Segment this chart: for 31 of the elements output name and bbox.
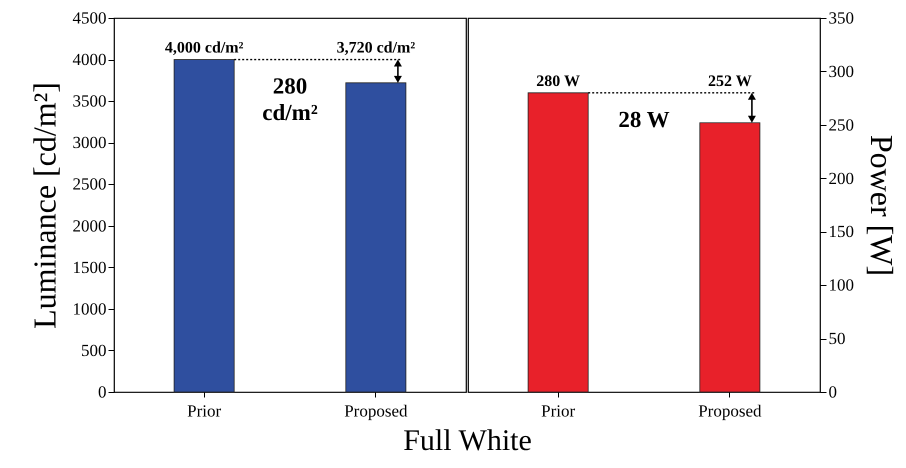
y-tick-label: 1000 bbox=[72, 299, 106, 318]
y2-tick-label: 200 bbox=[828, 168, 854, 188]
y-tick-label: 2000 bbox=[72, 216, 106, 236]
y2-tick-label: 250 bbox=[828, 115, 854, 134]
y-tick-label: 1500 bbox=[72, 258, 106, 277]
y-tick-label: 2500 bbox=[72, 174, 106, 194]
annotation: 28 W bbox=[618, 106, 670, 132]
x-tick-label: Prior bbox=[541, 402, 576, 420]
annotation: 280 cd/m² bbox=[262, 74, 318, 126]
y2-tick-label: 50 bbox=[828, 329, 846, 348]
y-tick-label: 4500 bbox=[72, 8, 106, 28]
y2-axis-title: Power [W] bbox=[864, 134, 900, 276]
y-axis-title: Luminance [cd/m²] bbox=[26, 82, 62, 329]
y-tick-label: 0 bbox=[98, 382, 106, 402]
y-tick-label: 3500 bbox=[72, 92, 106, 111]
data-label: 3,720 cd/m² bbox=[336, 40, 416, 57]
y2-tick-label: 150 bbox=[828, 222, 854, 242]
y2-tick-label: 350 bbox=[828, 8, 854, 28]
x-tick-label: Proposed bbox=[344, 402, 408, 420]
x-tick-label: Proposed bbox=[698, 402, 762, 420]
data-label: 252 W bbox=[708, 72, 752, 90]
data-label: 4,000 cd/m² bbox=[164, 40, 244, 57]
y-tick-label: 3000 bbox=[72, 133, 106, 152]
x-tick-label: Prior bbox=[187, 402, 222, 420]
y2-tick-label: 100 bbox=[828, 276, 854, 295]
y-tick-label: 500 bbox=[81, 340, 106, 360]
data-label: 280 W bbox=[536, 72, 580, 90]
x-axis-title: Full White bbox=[402, 424, 533, 458]
y-tick-label: 4000 bbox=[72, 50, 106, 70]
y2-tick-label: 0 bbox=[828, 382, 837, 402]
y2-tick-label: 300 bbox=[828, 62, 854, 81]
